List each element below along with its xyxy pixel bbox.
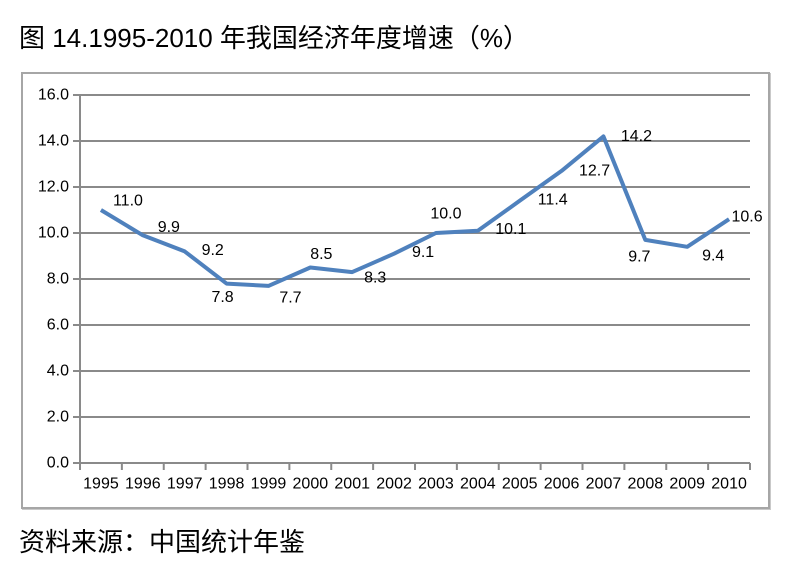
x-axis-label: 2007 bbox=[586, 476, 622, 493]
x-axis-label: 2001 bbox=[334, 476, 370, 493]
data-label: 9.9 bbox=[158, 219, 180, 236]
y-axis-label: 12.0 bbox=[38, 179, 69, 196]
data-label: 10.0 bbox=[430, 206, 461, 223]
x-axis-label: 1995 bbox=[83, 476, 119, 493]
data-label: 12.7 bbox=[579, 162, 610, 179]
y-axis-label: 6.0 bbox=[47, 317, 69, 334]
data-label: 7.7 bbox=[279, 289, 301, 306]
y-axis-label: 0.0 bbox=[47, 455, 69, 472]
y-axis-label: 14.0 bbox=[38, 133, 69, 150]
x-axis-label: 1997 bbox=[167, 476, 203, 493]
x-axis-label: 1996 bbox=[125, 476, 161, 493]
y-axis-label: 8.0 bbox=[47, 271, 69, 288]
x-axis-label: 2004 bbox=[460, 476, 496, 493]
x-axis-label: 2006 bbox=[544, 476, 580, 493]
series-line bbox=[99, 134, 731, 288]
data-label: 7.8 bbox=[211, 289, 233, 306]
chart-frame bbox=[21, 72, 770, 509]
data-label: 8.3 bbox=[364, 270, 386, 287]
data-label: 11.4 bbox=[538, 191, 568, 208]
x-axis-label: 2002 bbox=[376, 476, 412, 493]
source-note: 资料来源：中国统计年鉴 bbox=[19, 527, 306, 557]
x-axis-label: 1998 bbox=[209, 476, 245, 493]
x-axis-label: 2000 bbox=[293, 476, 329, 493]
x-axis-label: 2008 bbox=[628, 476, 664, 493]
y-axis-label: 10.0 bbox=[38, 225, 69, 242]
data-label: 9.1 bbox=[412, 244, 434, 261]
data-label: 9.2 bbox=[202, 242, 224, 259]
x-axis-label: 2005 bbox=[502, 476, 538, 493]
x-axis-label: 2010 bbox=[711, 476, 747, 493]
y-axis-label: 4.0 bbox=[47, 363, 69, 380]
data-label: 11.0 bbox=[113, 193, 143, 210]
y-axis-label: 16.0 bbox=[38, 87, 69, 104]
data-label: 9.7 bbox=[628, 248, 650, 265]
x-axis-label: 2009 bbox=[669, 476, 705, 493]
data-label: 8.5 bbox=[310, 246, 332, 263]
data-label: 10.6 bbox=[731, 209, 762, 226]
x-axis-label: 1999 bbox=[251, 476, 287, 493]
y-axis-label: 2.0 bbox=[47, 409, 69, 426]
data-label: 10.1 bbox=[495, 221, 526, 238]
data-label: 9.4 bbox=[702, 247, 724, 264]
data-label: 14.2 bbox=[621, 128, 652, 145]
x-axis-label: 2003 bbox=[418, 476, 454, 493]
page-title: 图 14.1995-2010 年我国经济年度增速（%） bbox=[19, 23, 530, 53]
